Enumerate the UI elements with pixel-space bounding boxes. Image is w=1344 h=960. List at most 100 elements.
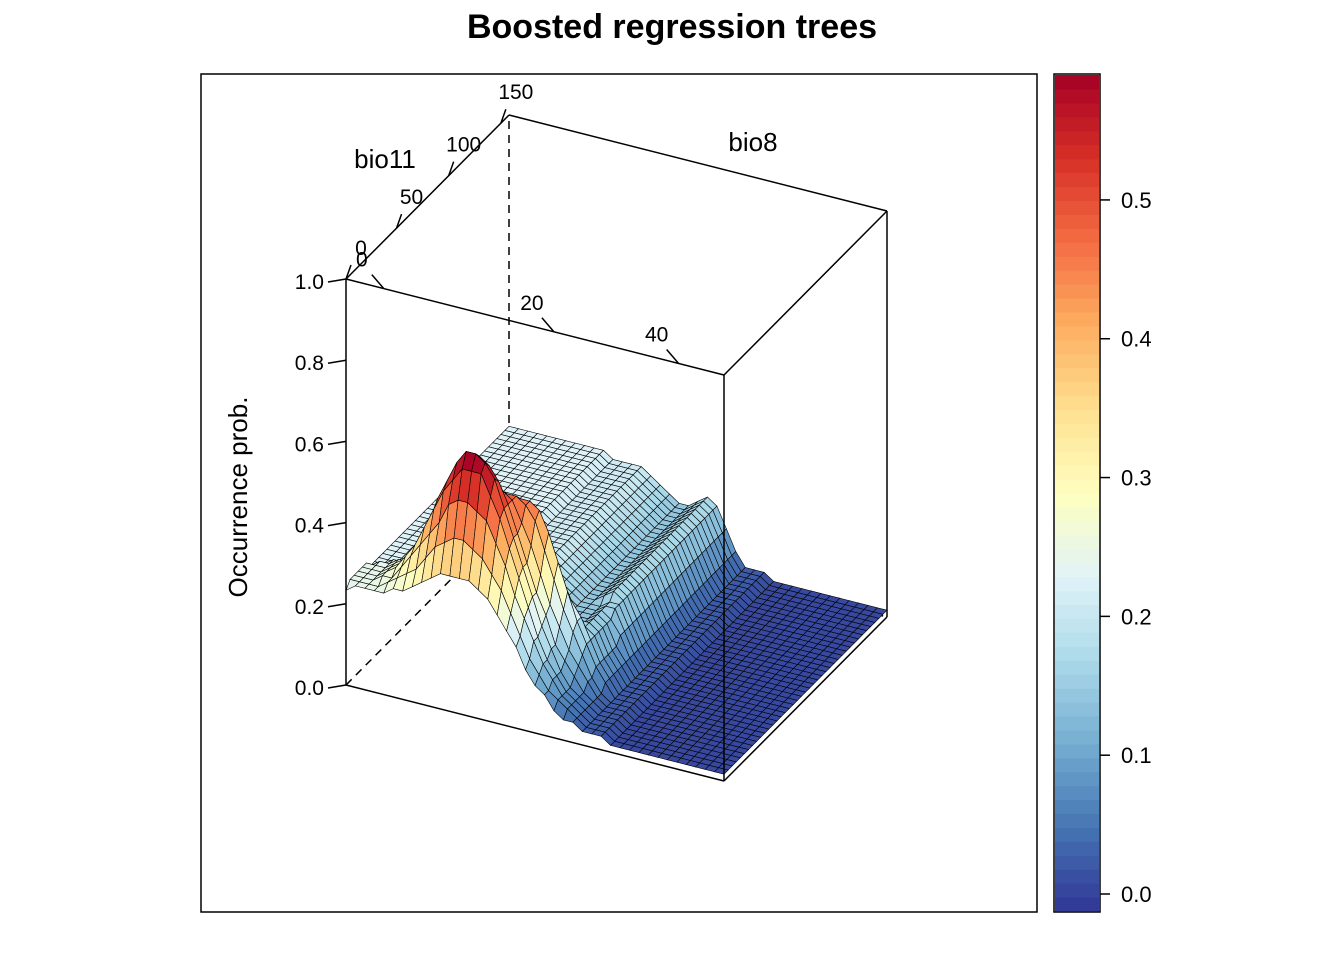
z-tick xyxy=(327,603,347,608)
colorbar-segment xyxy=(1055,827,1099,842)
x-axis-label: bio8 xyxy=(728,127,777,157)
colorbar-segment xyxy=(1055,618,1099,633)
colorbar-segment xyxy=(1055,423,1099,438)
y-tick-label: 20 xyxy=(520,292,543,315)
y-tick-label: 0 xyxy=(356,249,368,272)
box-edge xyxy=(723,616,888,782)
z-tick-label: 0.8 xyxy=(295,352,324,375)
colorbar-tick-label: 0.2 xyxy=(1121,604,1152,629)
box-edge xyxy=(345,278,725,376)
chart-title: Boosted regression trees xyxy=(466,8,878,46)
z-tick-label: 0.0 xyxy=(295,677,324,700)
z-tick-label: 0.2 xyxy=(295,596,324,619)
colorbar-segment xyxy=(1055,743,1099,759)
z-tick xyxy=(327,521,347,527)
colorbar: 0.0 0.1 0.2 0.3 0.4 0.5 xyxy=(1055,75,1152,912)
colorbar-segment xyxy=(1055,409,1099,424)
colorbar-segment xyxy=(1055,506,1099,522)
x-tick xyxy=(345,264,352,280)
colorbar-segment xyxy=(1055,646,1099,661)
colorbar-segment xyxy=(1055,200,1099,215)
colorbar-segment xyxy=(1055,284,1099,299)
x-tick xyxy=(500,108,507,124)
colorbar-segment xyxy=(1055,869,1099,884)
colorbar-segment xyxy=(1055,451,1099,466)
colorbar-segment xyxy=(1055,576,1099,592)
colorbar-tick-label: 0.1 xyxy=(1121,743,1152,768)
colorbar-segment xyxy=(1055,297,1099,313)
colorbar-segment xyxy=(1055,855,1099,870)
y-tick-label: 40 xyxy=(645,323,668,346)
colorbar-segment xyxy=(1055,562,1099,578)
colorbar-segment xyxy=(1055,632,1099,647)
y-tick xyxy=(666,348,680,364)
colorbar-segment xyxy=(1055,214,1099,229)
y-tick xyxy=(541,317,555,333)
z-tick xyxy=(327,359,347,364)
colorbar-segment xyxy=(1055,771,1099,787)
colorbar-segment xyxy=(1055,465,1099,480)
colorbar-segment xyxy=(1055,493,1099,508)
y-tick xyxy=(371,274,385,290)
colorbar-segment xyxy=(1055,520,1099,536)
box-edge xyxy=(345,114,510,280)
colorbar-tick-label: 0.3 xyxy=(1121,466,1152,491)
plot-frame xyxy=(200,73,1038,913)
colorbar-segment xyxy=(1055,158,1099,174)
colorbar-segment xyxy=(1055,729,1099,745)
colorbar-segment xyxy=(1055,785,1099,801)
z-tick-label: 1.0 xyxy=(295,271,324,294)
x-tick xyxy=(447,161,455,176)
colorbar-segment xyxy=(1055,367,1099,383)
surface-mesh xyxy=(345,425,888,775)
colorbar-segment xyxy=(1055,172,1099,188)
x-tick xyxy=(395,213,403,229)
colorbar-frame xyxy=(1053,73,1101,913)
colorbar-segment xyxy=(1055,534,1099,550)
colorbar-segment xyxy=(1055,813,1099,828)
colorbar-segment xyxy=(1055,897,1099,912)
colorbar-segment xyxy=(1055,604,1099,619)
colorbar-segment xyxy=(1055,799,1099,815)
box-edge xyxy=(345,684,725,782)
colorbar-segment xyxy=(1055,130,1099,146)
box-front-edges xyxy=(345,114,888,782)
colorbar-segment xyxy=(1055,395,1099,410)
colorbar-segment xyxy=(1055,88,1099,104)
y-axis-label: bio11 xyxy=(354,144,416,174)
colorbar-segment xyxy=(1055,116,1099,132)
colorbar-segment xyxy=(1055,715,1099,731)
colorbar-segment xyxy=(1055,590,1099,606)
colorbar-tick-label: 0.4 xyxy=(1121,327,1152,352)
colorbar-segment xyxy=(1055,548,1099,564)
colorbar-segment xyxy=(1055,256,1099,271)
z-tick xyxy=(327,684,347,689)
colorbar-segment xyxy=(1055,102,1099,118)
colorbar-segment xyxy=(1055,311,1099,327)
colorbar-segment xyxy=(1055,381,1099,397)
colorbar-segment xyxy=(1055,325,1099,341)
box-edge xyxy=(508,114,888,212)
x-tick-label: 0 xyxy=(355,237,367,260)
colorbar-segment xyxy=(1055,757,1099,773)
colorbar-segment xyxy=(1055,660,1099,675)
axes: 0.0 0.2 0.4 0.6 0.8 1.0 Occurrence prob. 0 50 100… xyxy=(223,81,778,700)
colorbar-segment xyxy=(1055,242,1099,257)
colorbar-segment xyxy=(1055,228,1099,243)
colorbar-segment xyxy=(1055,841,1099,856)
colorbar-segment xyxy=(1055,883,1099,898)
z-tick xyxy=(327,440,347,446)
colorbar-segment xyxy=(1055,353,1099,369)
colorbar-segment xyxy=(1055,479,1099,494)
z-tick-label: 0.6 xyxy=(295,433,324,456)
colorbar-segment xyxy=(1055,339,1099,355)
colorbar-segment xyxy=(1055,702,1099,717)
colorbar-segment xyxy=(1055,75,1099,90)
box-edge xyxy=(723,210,888,376)
colorbar-segment xyxy=(1055,674,1099,689)
colorbar-segment xyxy=(1055,186,1099,201)
colorbar-tick-label: 0.5 xyxy=(1121,188,1152,213)
x-tick-label: 150 xyxy=(498,81,533,104)
colorbar-segment xyxy=(1055,270,1099,285)
